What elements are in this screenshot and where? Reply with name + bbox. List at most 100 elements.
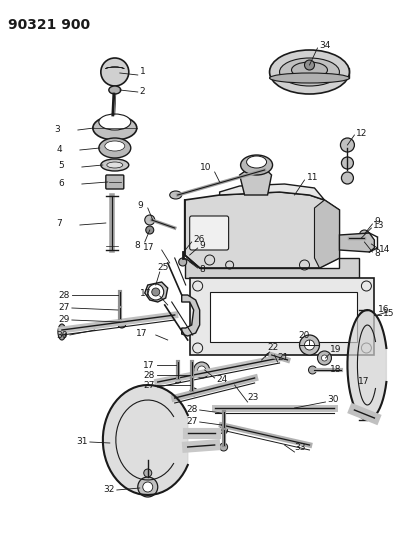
Text: 8: 8 [375, 249, 380, 259]
Circle shape [359, 230, 369, 240]
Circle shape [152, 288, 160, 296]
Text: 20: 20 [299, 330, 310, 340]
Text: 5: 5 [58, 161, 64, 171]
Text: 3: 3 [54, 125, 60, 133]
Text: 26: 26 [194, 236, 205, 245]
Text: 4: 4 [56, 144, 62, 154]
Circle shape [175, 377, 181, 383]
Text: 17: 17 [143, 360, 155, 369]
Text: 10: 10 [200, 164, 211, 173]
Text: 21: 21 [277, 353, 289, 362]
Text: 8: 8 [134, 240, 140, 249]
Text: 31: 31 [76, 438, 88, 447]
Ellipse shape [101, 159, 129, 171]
Circle shape [304, 340, 314, 350]
Text: 7: 7 [56, 220, 62, 229]
Text: 9: 9 [375, 217, 380, 227]
Circle shape [198, 366, 206, 374]
Ellipse shape [291, 62, 328, 78]
Text: 30: 30 [328, 395, 339, 405]
FancyBboxPatch shape [106, 175, 124, 189]
Ellipse shape [269, 73, 349, 83]
Text: 9: 9 [137, 200, 143, 209]
Text: 14: 14 [379, 246, 391, 254]
Text: 12: 12 [357, 128, 368, 138]
Ellipse shape [170, 191, 182, 199]
Polygon shape [220, 184, 324, 200]
Ellipse shape [105, 141, 125, 151]
Polygon shape [185, 258, 359, 278]
Polygon shape [182, 295, 200, 336]
Polygon shape [269, 68, 349, 78]
Text: 17: 17 [136, 329, 148, 338]
Text: 27: 27 [186, 417, 198, 426]
Ellipse shape [279, 58, 339, 86]
Polygon shape [103, 385, 188, 495]
Polygon shape [185, 192, 339, 268]
Ellipse shape [269, 50, 349, 94]
Polygon shape [339, 233, 375, 252]
Text: 28: 28 [143, 370, 155, 379]
Text: 30: 30 [57, 330, 68, 340]
Circle shape [179, 258, 187, 266]
Circle shape [118, 320, 126, 328]
Text: 32: 32 [103, 486, 115, 495]
Circle shape [300, 335, 320, 355]
Text: 22: 22 [267, 343, 279, 352]
Circle shape [146, 226, 154, 234]
Text: 2: 2 [140, 86, 145, 95]
Text: 17: 17 [143, 244, 155, 253]
Text: 24: 24 [217, 376, 228, 384]
Circle shape [148, 284, 164, 300]
Text: 25: 25 [158, 263, 169, 272]
Circle shape [220, 443, 228, 451]
Polygon shape [145, 282, 168, 302]
Text: 17: 17 [140, 289, 152, 298]
Text: 28: 28 [59, 290, 70, 300]
Text: 1: 1 [140, 68, 146, 77]
Polygon shape [240, 168, 271, 195]
Circle shape [341, 157, 353, 169]
Ellipse shape [58, 324, 66, 340]
Circle shape [304, 60, 314, 70]
Text: 18: 18 [330, 366, 341, 375]
Circle shape [143, 482, 153, 492]
Circle shape [340, 138, 355, 152]
Text: 34: 34 [320, 41, 331, 50]
Text: 6: 6 [58, 179, 64, 188]
Ellipse shape [99, 138, 131, 158]
Circle shape [359, 238, 369, 248]
Text: 16: 16 [378, 305, 389, 314]
Polygon shape [210, 292, 357, 342]
Text: 8: 8 [200, 265, 205, 274]
Ellipse shape [93, 116, 137, 140]
Circle shape [101, 58, 129, 86]
Text: 17: 17 [358, 377, 369, 386]
Text: 28: 28 [186, 406, 198, 415]
Circle shape [341, 172, 353, 184]
Circle shape [194, 362, 210, 378]
Ellipse shape [241, 155, 273, 175]
Circle shape [145, 215, 155, 225]
Text: 33: 33 [295, 443, 306, 453]
Text: 29: 29 [59, 316, 70, 325]
Circle shape [190, 388, 198, 396]
Polygon shape [314, 200, 339, 268]
Text: 15: 15 [383, 310, 395, 319]
Text: 27: 27 [59, 303, 70, 312]
Circle shape [318, 351, 332, 365]
Text: 23: 23 [248, 393, 259, 402]
FancyBboxPatch shape [190, 216, 228, 250]
Circle shape [308, 366, 316, 374]
Ellipse shape [99, 114, 131, 130]
Circle shape [138, 477, 158, 497]
Text: 27: 27 [143, 381, 155, 390]
Text: 9: 9 [200, 241, 205, 251]
Polygon shape [347, 310, 386, 420]
Text: 19: 19 [330, 345, 341, 354]
Circle shape [322, 355, 328, 361]
Ellipse shape [109, 86, 121, 94]
Text: 13: 13 [373, 222, 385, 230]
Text: 11: 11 [306, 174, 318, 182]
Ellipse shape [247, 156, 267, 168]
